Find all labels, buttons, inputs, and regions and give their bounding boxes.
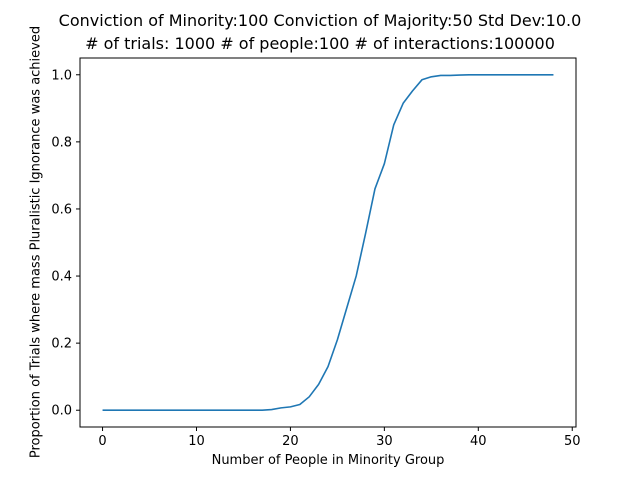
x-tick-label: 40 <box>470 434 487 449</box>
y-tick-label: 0.2 <box>51 337 72 352</box>
x-tick-label: 30 <box>376 434 393 449</box>
y-tick-label: 1.0 <box>51 68 72 83</box>
y-tick-label: 0.4 <box>51 270 72 285</box>
chart-title-line-2: # of trials: 1000 # of people:100 # of i… <box>85 34 555 53</box>
x-tick-label: 0 <box>98 434 106 449</box>
y-axis-label: Proportion of Trials where mass Pluralis… <box>28 25 44 459</box>
series-line <box>102 73 554 412</box>
y-tick-label: 0.6 <box>51 202 72 217</box>
x-tick-label: 50 <box>564 434 581 449</box>
x-tick-label: 10 <box>188 434 205 449</box>
y-tick-label: 0.8 <box>51 135 72 150</box>
x-axis-label: Number of People in Minority Group <box>211 453 445 468</box>
y-tick-label: 0.0 <box>51 404 72 419</box>
plot-frame <box>79 57 577 428</box>
chart-title-line-1: Conviction of Minority:100 Conviction of… <box>58 11 582 30</box>
x-tick-label: 20 <box>282 434 299 449</box>
